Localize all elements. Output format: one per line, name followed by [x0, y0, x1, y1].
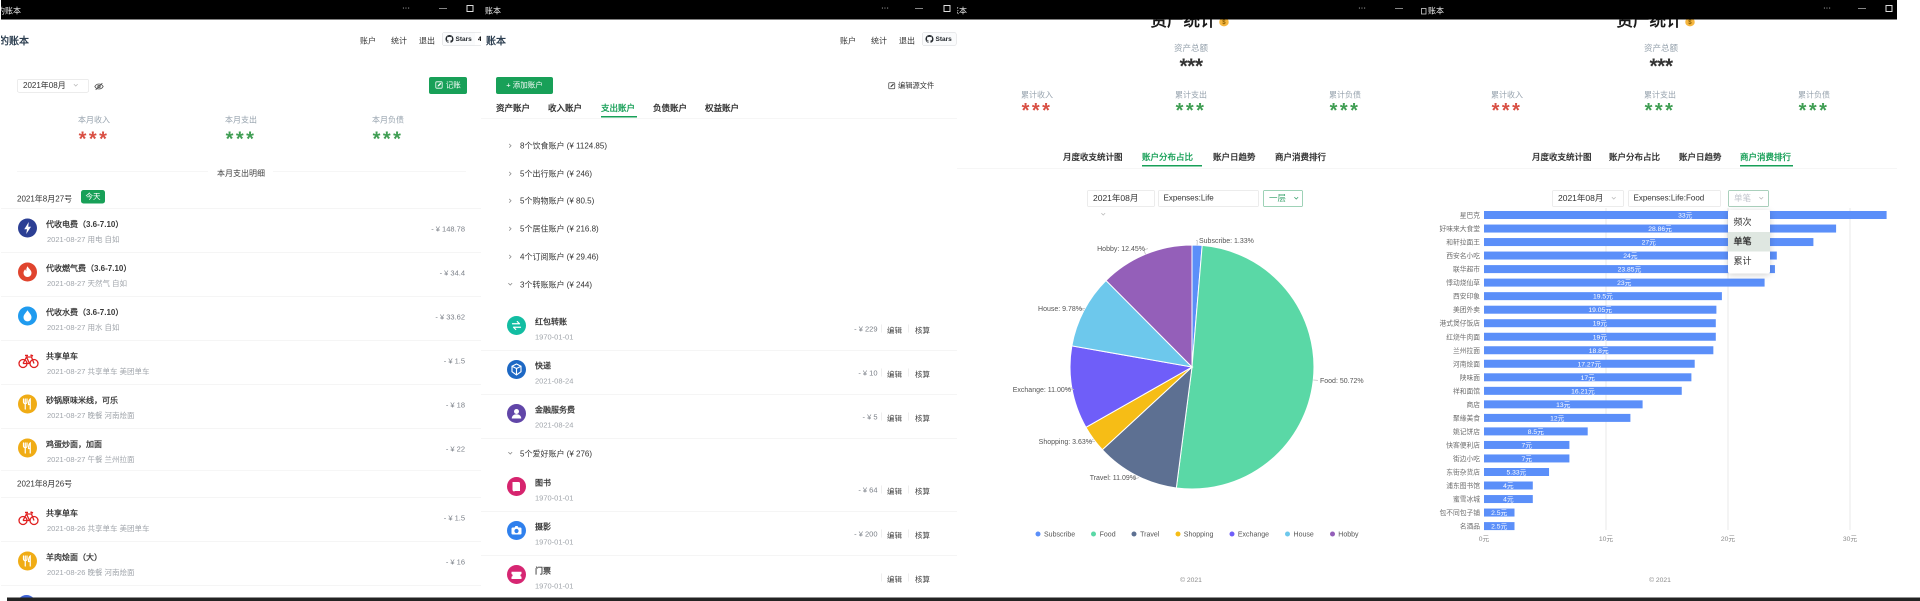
- svg-text:西安名小吃: 西安名小吃: [1446, 251, 1480, 260]
- svg-text:2.5元: 2.5元: [1491, 509, 1507, 517]
- svg-text:7元: 7元: [1521, 455, 1532, 463]
- svg-text:7元: 7元: [1521, 441, 1532, 449]
- svg-text:33元: 33元: [1678, 212, 1693, 220]
- svg-text:星巴克: 星巴克: [1460, 212, 1481, 220]
- svg-text:12元: 12元: [1550, 414, 1565, 422]
- svg-text:19.05元: 19.05元: [1588, 306, 1612, 314]
- svg-text:Travel: 11.09%: Travel: 11.09%: [1090, 475, 1136, 482]
- svg-text:浦东图书馆: 浦东图书馆: [1446, 481, 1480, 490]
- svg-text:街边小吃: 街边小吃: [1453, 454, 1480, 463]
- svg-text:美团外卖: 美团外卖: [1453, 305, 1480, 314]
- svg-text:Subscribe: 1.33%: Subscribe: 1.33%: [1199, 238, 1254, 245]
- svg-text:姚记饼店: 姚记饼店: [1453, 427, 1480, 436]
- svg-text:28.86元: 28.86元: [1648, 225, 1672, 233]
- svg-text:Food: 50.72%: Food: 50.72%: [1320, 378, 1364, 385]
- svg-text:西安印象: 西安印象: [1453, 292, 1480, 301]
- svg-text:4元: 4元: [1503, 496, 1514, 504]
- svg-text:27元: 27元: [1642, 239, 1657, 247]
- svg-text:2.5元: 2.5元: [1491, 523, 1507, 531]
- svg-text:陕味面: 陕味面: [1460, 373, 1481, 382]
- svg-text:Shopping: 3.63%: Shopping: 3.63%: [1039, 439, 1092, 446]
- svg-text:名酒品: 名酒品: [1460, 522, 1481, 531]
- svg-text:24元: 24元: [1623, 252, 1638, 260]
- svg-text:0元: 0元: [1479, 535, 1490, 543]
- svg-text:20元: 20元: [1721, 535, 1736, 543]
- svg-text:House: 9.78%: House: 9.78%: [1038, 306, 1082, 313]
- svg-text:联华超市: 联华超市: [1453, 265, 1480, 274]
- svg-text:19元: 19元: [1593, 320, 1608, 328]
- svg-text:8.5元: 8.5元: [1528, 428, 1544, 436]
- svg-text:17元: 17元: [1581, 374, 1596, 382]
- svg-text:Exchange: 11.00%: Exchange: 11.00%: [1013, 387, 1071, 394]
- svg-text:19元: 19元: [1593, 333, 1608, 341]
- svg-text:4元: 4元: [1503, 482, 1514, 490]
- svg-text:23.85元: 23.85元: [1618, 266, 1642, 274]
- svg-text:聚缘美食: 聚缘美食: [1453, 413, 1480, 422]
- svg-text:$: $: [1688, 19, 1692, 26]
- svg-text:13元: 13元: [1556, 401, 1571, 409]
- svg-text:兰州拉面: 兰州拉面: [1453, 346, 1480, 355]
- svg-text:祥和面馆: 祥和面馆: [1453, 386, 1480, 395]
- svg-text:23元: 23元: [1617, 279, 1632, 287]
- svg-text:Hobby: 12.45%: Hobby: 12.45%: [1097, 246, 1145, 253]
- svg-text:$: $: [1222, 19, 1226, 26]
- svg-text:商店: 商店: [1466, 400, 1480, 409]
- svg-text:快客便利店: 快客便利店: [1446, 440, 1480, 449]
- svg-text:河南烩面: 河南烩面: [1453, 359, 1480, 368]
- svg-text:19.5元: 19.5元: [1593, 293, 1613, 301]
- svg-text:17.27元: 17.27元: [1578, 360, 1602, 368]
- svg-text:港式煲仔饭店: 港式煲仔饭店: [1439, 319, 1480, 328]
- svg-text:好味来大食堂: 好味来大食堂: [1439, 224, 1480, 233]
- svg-text:蜜雪冰城: 蜜雪冰城: [1453, 495, 1480, 504]
- svg-text:16.21元: 16.21元: [1571, 387, 1595, 395]
- svg-text:18.8元: 18.8元: [1589, 347, 1609, 355]
- svg-text:10元: 10元: [1599, 535, 1614, 543]
- svg-text:5.33元: 5.33元: [1507, 469, 1527, 477]
- svg-text:东街杂货店: 东街杂货店: [1446, 468, 1480, 477]
- svg-text:包不同包子铺: 包不同包子铺: [1439, 508, 1480, 517]
- svg-text:悸动烧仙草: 悸动烧仙草: [1446, 278, 1480, 287]
- svg-text:30元: 30元: [1843, 535, 1858, 543]
- svg-text:红烧牛肉面: 红烧牛肉面: [1446, 332, 1480, 341]
- svg-text:和轩拉面王: 和轩拉面王: [1446, 238, 1480, 247]
